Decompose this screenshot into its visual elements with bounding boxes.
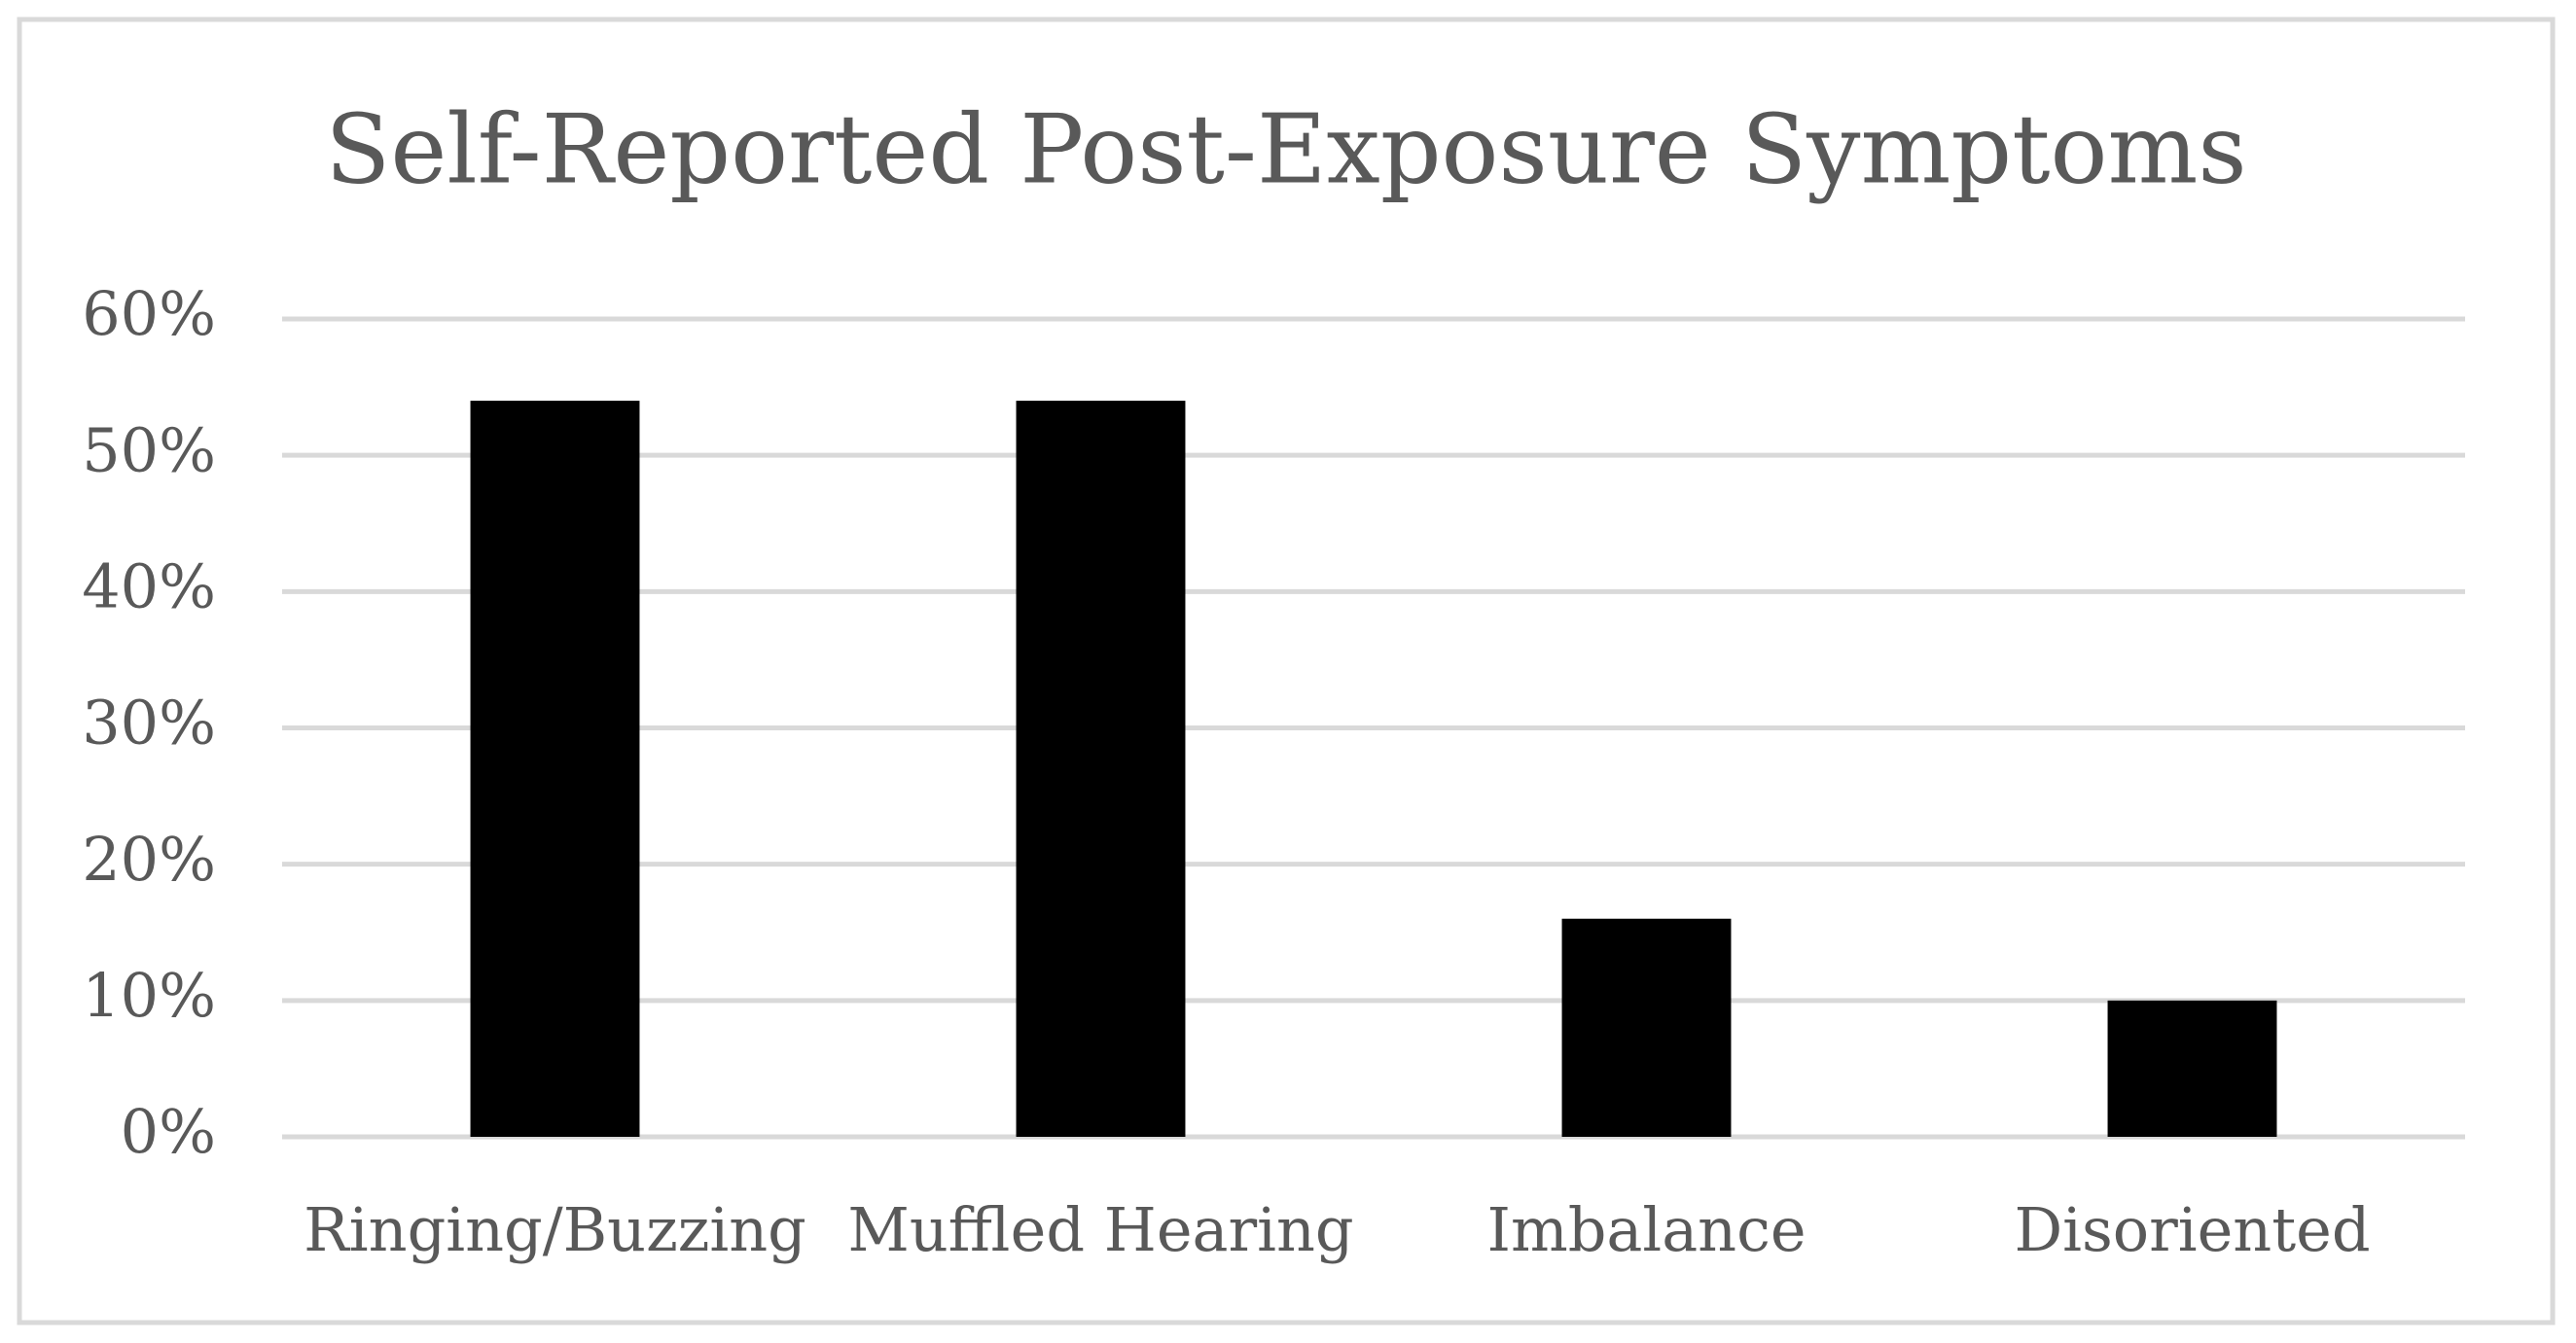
bar [1016, 401, 1186, 1138]
y-tick-label: 40% [82, 550, 216, 621]
y-tick-label: 20% [82, 824, 216, 895]
bar [470, 401, 640, 1138]
y-tick-label: 60% [82, 278, 216, 349]
y-tick-label: 50% [82, 414, 216, 485]
x-tick-label: Imbalance [1486, 1194, 1806, 1265]
x-tick-label: Muffled Hearing [847, 1194, 1353, 1265]
chart-title: Self-Reported Post-Exposure Symptoms [325, 95, 2246, 206]
y-tick-label: 10% [82, 960, 216, 1031]
y-tick-label: 30% [82, 688, 216, 759]
x-tick-label: Ringing/Buzzing [304, 1194, 806, 1265]
bar [2107, 1000, 2277, 1137]
bar [1561, 918, 1732, 1137]
x-tick-label: Disoriented [2014, 1194, 2370, 1265]
y-tick-label: 0% [121, 1096, 216, 1167]
